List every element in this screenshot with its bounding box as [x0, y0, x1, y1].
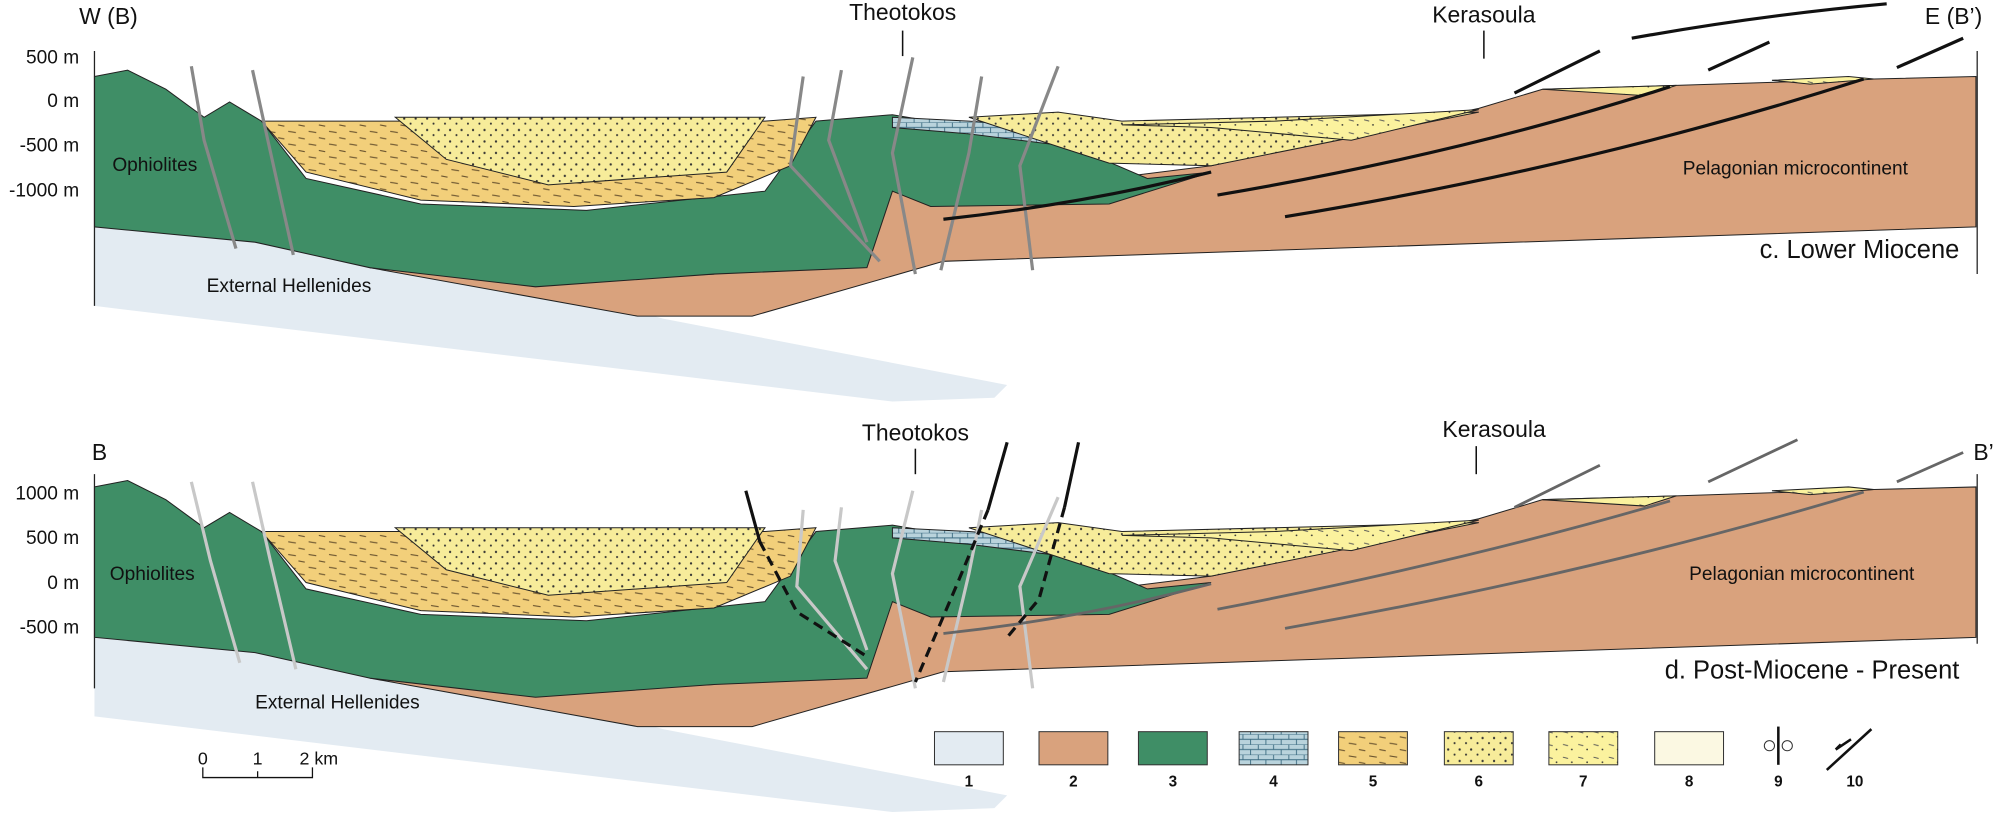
legend-swatch: [1137, 731, 1208, 766]
elevation-tick: 500 m: [26, 48, 79, 69]
east-label: B’: [1973, 439, 1993, 465]
locality-arrows: [901, 30, 1485, 59]
elevation-tick: -1000 m: [9, 180, 79, 201]
legend-swatch: [1548, 731, 1619, 766]
panel-d: B B’ Theotokos Kerasoula 1000 m 500 m 0 …: [15, 416, 1994, 813]
thrusts: [943, 438, 1964, 635]
legend-symbol: [1763, 726, 1793, 765]
unit-label: External Hellenides: [207, 276, 372, 297]
legend-swatch: [1338, 731, 1408, 766]
legend-swatch: [933, 731, 1004, 766]
locality: Kerasoula: [1432, 2, 1536, 28]
locality-arrows: [914, 446, 1477, 475]
panel-c: W (B) E (B’) Theotokos Kerasoula 500 m 0…: [9, 0, 1982, 403]
unit-label: Pelagonian microcontinent: [1683, 159, 1909, 180]
legend-swatch: [1038, 731, 1109, 766]
east-label: E (B’): [1925, 3, 1982, 29]
caption: d. Post-Miocene - Present: [1665, 656, 1960, 684]
legend: [933, 726, 1873, 771]
scale-label: 2 km: [299, 748, 338, 768]
normal-faults: [758, 506, 1067, 683]
legend-swatch: [1443, 731, 1514, 766]
scale-label: 0: [198, 748, 208, 768]
legend-swatch: [1238, 731, 1309, 766]
unit-label: External Hellenides: [255, 693, 420, 714]
legend-numbers: 1 2 3 4 5 6 7 8 9 10: [965, 774, 1864, 791]
legend-label: 7: [1579, 774, 1588, 791]
west-label: W (B): [79, 3, 138, 29]
legend-label: 8: [1685, 774, 1694, 791]
legend-label: 3: [1169, 774, 1178, 791]
legend-label: 4: [1269, 774, 1278, 791]
legend-label: 6: [1475, 774, 1484, 791]
locality: Kerasoula: [1442, 416, 1546, 442]
legend-label: 10: [1846, 774, 1863, 791]
scale-bar: 0 1 2 km: [198, 748, 338, 779]
normal-faults: [744, 441, 1081, 543]
legend-label: 1: [965, 774, 974, 791]
elevation-tick: -500 m: [20, 136, 79, 157]
west-label: B: [92, 439, 107, 465]
elevation-tick: 0 m: [47, 573, 79, 594]
strata: [93, 69, 1977, 403]
faults: [189, 57, 1060, 275]
legend-label: 9: [1774, 774, 1783, 791]
legend-label: 5: [1369, 774, 1378, 791]
unit-label: Ophiolites: [112, 155, 197, 176]
legend-swatch: [1654, 731, 1725, 766]
locality: Theotokos: [849, 0, 956, 25]
elevation-tick: -500 m: [20, 617, 79, 638]
thrusts: [943, 2, 1964, 221]
locality: Theotokos: [862, 420, 969, 446]
elevation-tick: 500 m: [26, 528, 79, 549]
scale-label: 1: [253, 748, 263, 768]
unit-label: Pelagonian microcontinent: [1689, 564, 1915, 585]
legend-label: 2: [1069, 774, 1078, 791]
elevation-tick: 1000 m: [15, 484, 79, 505]
elevation-tick: 0 m: [47, 91, 79, 112]
unit-label: Ophiolites: [110, 564, 195, 585]
caption: c. Lower Miocene: [1760, 236, 1960, 264]
legend-symbol: [1825, 728, 1873, 771]
